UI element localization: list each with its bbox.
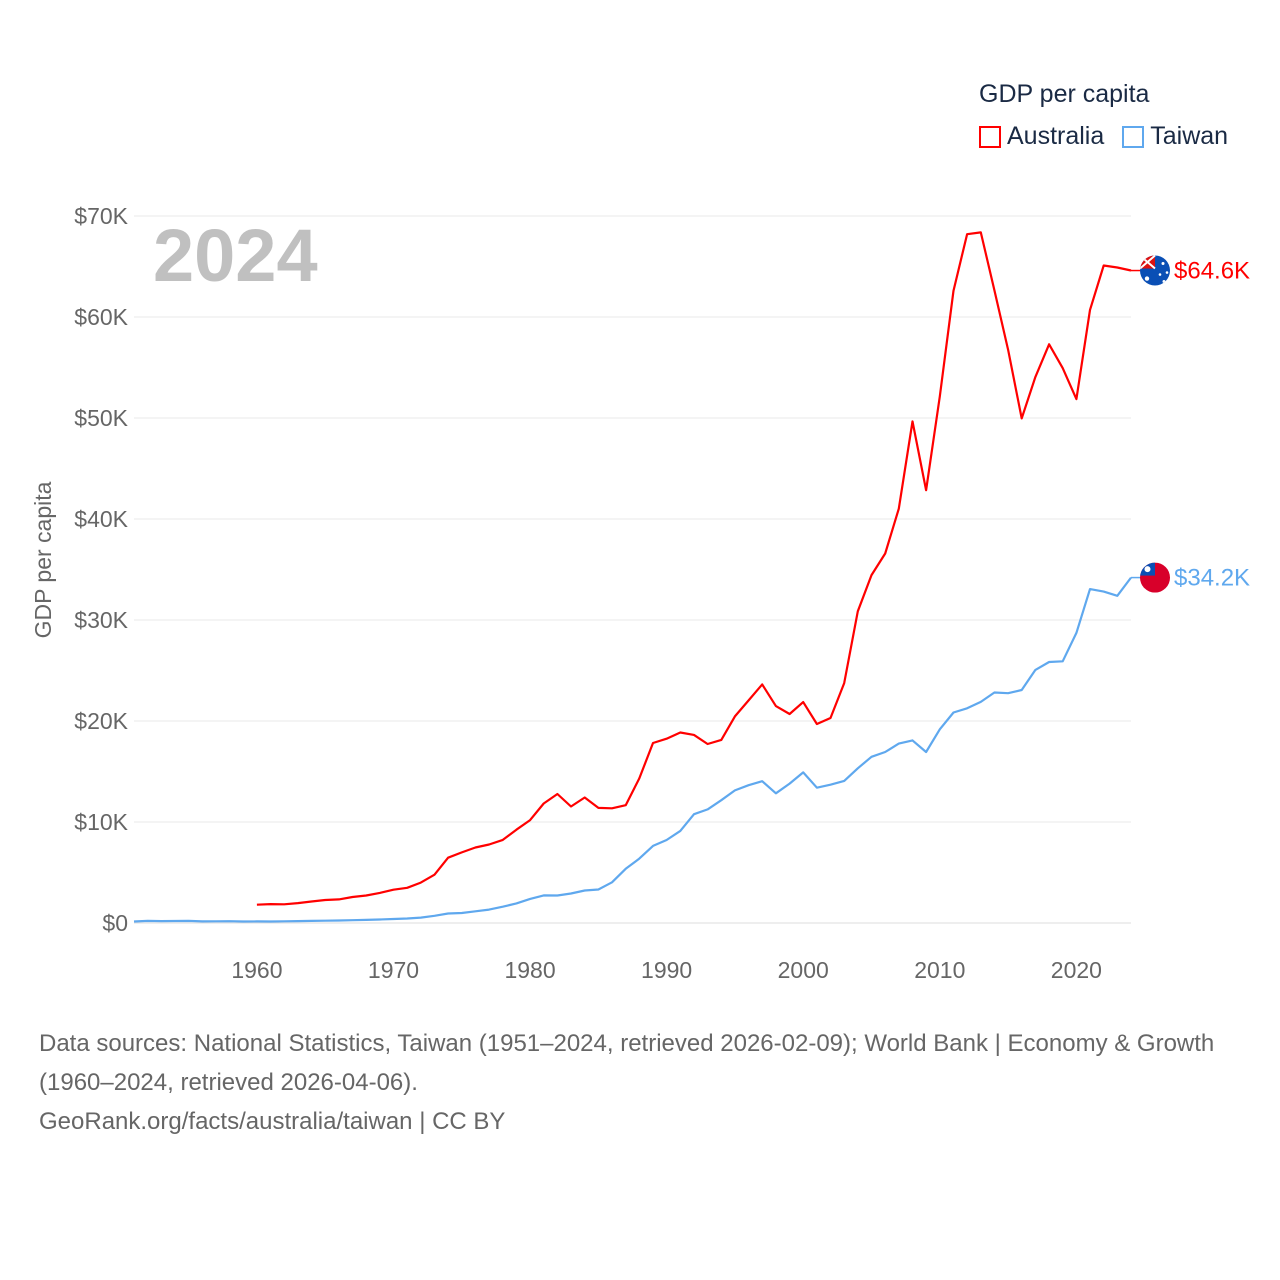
data-sources: Data sources: National Statistics, Taiwa… xyxy=(39,1030,1215,1096)
y-tick-label: $0 xyxy=(102,910,128,936)
series-line-taiwan xyxy=(133,576,1132,923)
taiwan-flag-icon xyxy=(1140,562,1170,593)
end-value-label: $64.6K xyxy=(1174,258,1250,285)
legend-label: Taiwan xyxy=(1150,122,1229,150)
y-tick-label: $10K xyxy=(74,809,128,835)
y-axis-label: GDP per capita xyxy=(30,481,56,638)
y-tick-label: $60K xyxy=(74,304,128,330)
y-tick-label: $50K xyxy=(74,405,128,431)
legend-swatch-taiwan xyxy=(1122,125,1145,148)
gridlines xyxy=(134,215,1131,924)
x-tick-label: 1970 xyxy=(368,957,419,983)
x-tick-label: 2020 xyxy=(1051,957,1102,983)
legend-swatch-australia xyxy=(979,125,1001,148)
y-tick-label: $30K xyxy=(74,607,128,633)
legend: Australia Taiwan xyxy=(979,122,1228,151)
x-tick-label: 1960 xyxy=(231,957,282,983)
x-axis-ticks: 1960 1970 1980 1990 2000 2010 2020 xyxy=(231,957,1102,983)
footer: Data sources: National Statistics, Taiwa… xyxy=(39,1024,1239,1141)
flag-star xyxy=(1158,273,1162,276)
legend-label: Australia xyxy=(1007,122,1105,150)
x-tick-label: 1990 xyxy=(641,957,692,983)
flag-star xyxy=(1162,280,1166,284)
legend-title: GDP per capita xyxy=(979,80,1150,108)
x-tick-label: 2010 xyxy=(914,957,965,983)
series-line-australia xyxy=(256,231,1132,906)
credit-link[interactable]: GeoRank.org/facts/australia/taiwan | CC … xyxy=(39,1108,506,1135)
flag-body xyxy=(1140,255,1170,286)
end-value-label: $34.2K xyxy=(1174,565,1250,592)
x-tick-label: 1980 xyxy=(504,957,555,983)
y-tick-label: $70K xyxy=(74,203,128,229)
australia-flag-icon xyxy=(1140,255,1170,286)
y-axis-ticks: $0 $10K $20K $30K $40K $50K $60K $70K xyxy=(74,203,128,936)
y-tick-label: $20K xyxy=(74,708,128,734)
flag-sun xyxy=(1144,566,1151,573)
year-watermark: 2024 xyxy=(153,214,318,297)
legend-item-australia[interactable]: Australia xyxy=(979,122,1104,151)
y-tick-label: $40K xyxy=(74,506,128,532)
series-lines: $64.6K $34.2K xyxy=(133,231,1250,923)
gdp-line-chart: $0$10K$20K$30K$40K$50K$60K$70K 1960 1970 1… xyxy=(30,203,1250,983)
flag-star xyxy=(1161,262,1165,266)
flag-star xyxy=(1144,276,1150,281)
legend-item-taiwan[interactable]: Taiwan xyxy=(1122,122,1228,151)
flag-star xyxy=(1165,271,1169,274)
flag-body xyxy=(1140,562,1170,593)
x-tick-label: 2000 xyxy=(778,957,829,983)
